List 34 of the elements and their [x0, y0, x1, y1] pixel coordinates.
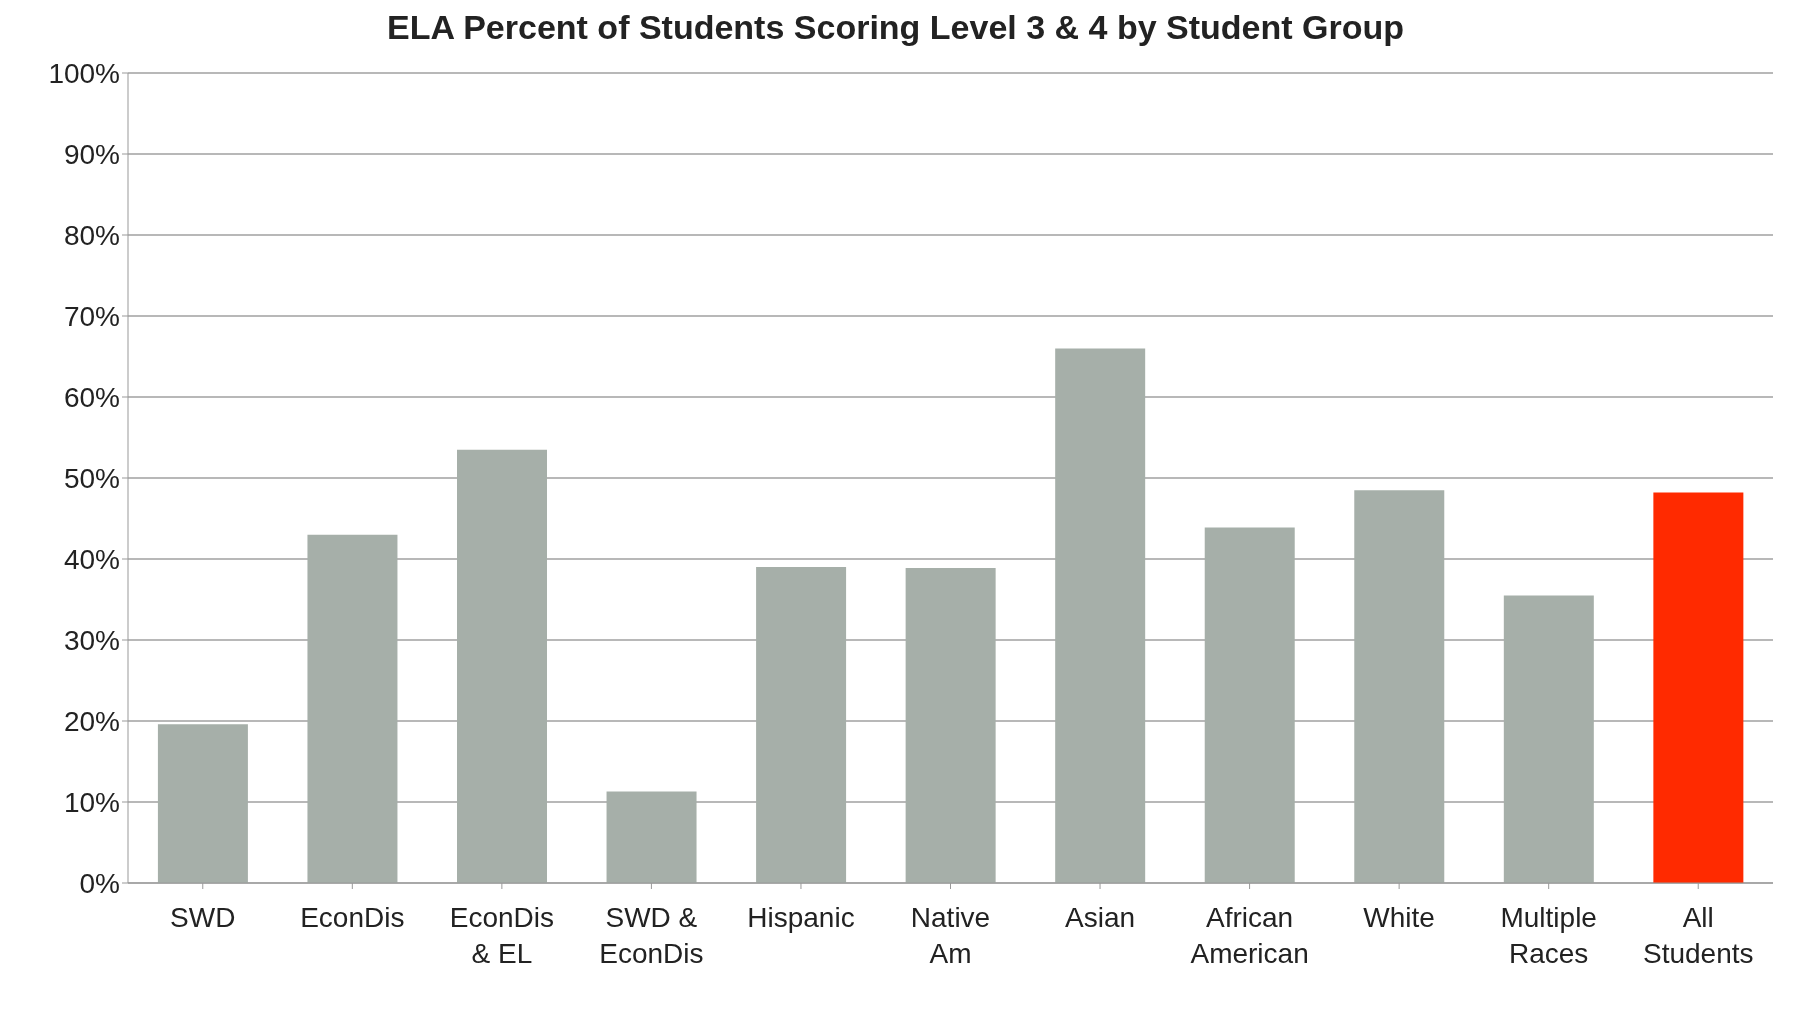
bar	[1354, 490, 1445, 883]
bar	[307, 534, 398, 883]
y-tick-label: 70%	[63, 300, 120, 332]
x-tick-label: All Students	[1642, 902, 1754, 969]
y-tick-label: 10%	[63, 786, 120, 818]
x-tick-label: SWD & EconDis	[599, 902, 704, 969]
y-tick-label: 30%	[63, 624, 120, 656]
x-tick-label: White	[1363, 902, 1435, 933]
bar	[606, 791, 697, 883]
y-tick-label: 80%	[63, 219, 120, 251]
x-tick-label: Native Am	[910, 902, 991, 969]
y-tick-label: 90%	[63, 138, 120, 170]
y-tick-label: 50%	[63, 462, 120, 494]
bar	[457, 449, 547, 883]
x-tick-label: EconDis & EL	[449, 902, 554, 969]
bar	[1055, 348, 1146, 883]
bar	[1503, 595, 1594, 883]
x-tick-label: SWD	[170, 902, 236, 933]
y-tick-label: 40%	[63, 543, 120, 575]
bar	[157, 724, 248, 883]
y-tick-label: 100%	[48, 57, 120, 89]
y-tick-label: 20%	[63, 705, 120, 737]
bar	[756, 567, 847, 883]
bar	[1204, 527, 1295, 883]
x-tick-label: Multiple Races	[1500, 902, 1597, 969]
x-tick-label: African American	[1190, 902, 1309, 969]
bar	[905, 567, 996, 883]
x-tick-label: Hispanic	[747, 902, 855, 933]
y-tick-label: 60%	[63, 381, 120, 413]
chart-title: ELA Percent of Students Scoring Level 3 & 4 by Student Group	[386, 8, 1405, 47]
x-tick-label: EconDis	[300, 902, 405, 933]
y-tick-label: 0%	[79, 867, 120, 899]
x-tick-label: Asian	[1065, 902, 1136, 933]
bar	[1653, 492, 1744, 883]
